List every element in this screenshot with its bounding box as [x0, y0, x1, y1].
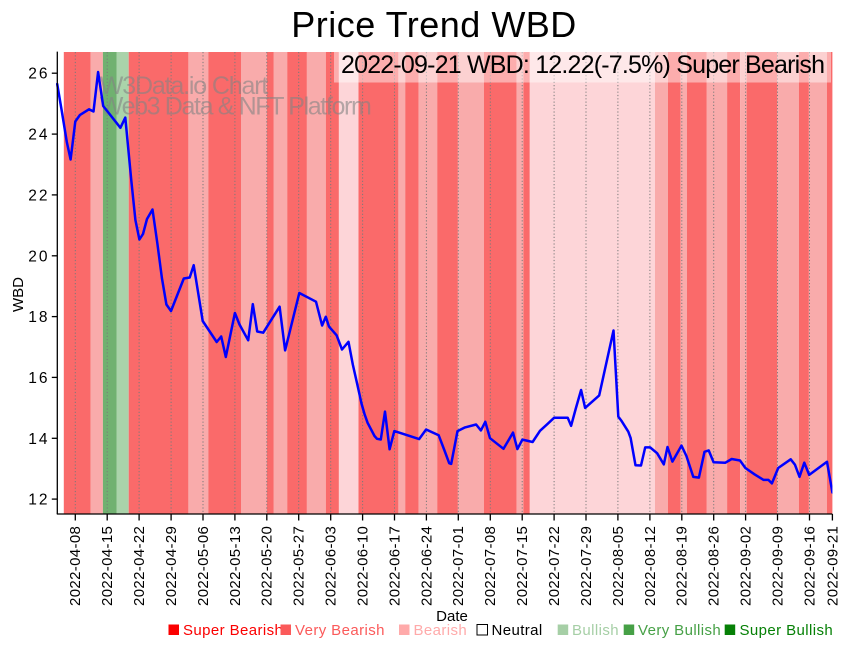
svg-text:2022-04-22: 2022-04-22: [131, 526, 148, 606]
svg-text:2022-09-02: 2022-09-02: [738, 526, 755, 606]
svg-text:2022-07-08: 2022-07-08: [482, 526, 499, 606]
svg-text:26: 26: [28, 66, 49, 83]
svg-text:2022-04-15: 2022-04-15: [99, 526, 116, 606]
svg-text:2022-05-20: 2022-05-20: [259, 526, 276, 606]
svg-text:2022-06-17: 2022-06-17: [386, 526, 403, 606]
svg-text:2022-06-03: 2022-06-03: [323, 526, 340, 606]
svg-text:2022-07-22: 2022-07-22: [546, 526, 563, 606]
svg-text:20: 20: [28, 248, 49, 265]
svg-text:2022-06-10: 2022-06-10: [355, 526, 372, 606]
svg-text:Web3 Data & NFT Platform: Web3 Data & NFT Platform: [100, 93, 372, 121]
svg-text:Very Bullish: Very Bullish: [638, 622, 721, 639]
svg-text:2022-05-27: 2022-05-27: [291, 526, 308, 606]
svg-text:2022-07-15: 2022-07-15: [514, 526, 531, 606]
svg-text:Neutral: Neutral: [492, 622, 543, 639]
svg-text:2022-08-12: 2022-08-12: [642, 526, 659, 606]
svg-text:12: 12: [28, 492, 49, 509]
svg-text:2022-07-01: 2022-07-01: [450, 526, 467, 606]
svg-text:24: 24: [28, 127, 49, 144]
svg-text:Super Bearish: Super Bearish: [183, 622, 283, 639]
svg-text:WBD: WBD: [10, 277, 27, 312]
svg-text:Bullish: Bullish: [572, 622, 619, 639]
svg-text:Price Trend WBD: Price Trend WBD: [291, 4, 576, 45]
svg-text:2022-07-29: 2022-07-29: [578, 526, 595, 606]
svg-text:2022-04-29: 2022-04-29: [163, 526, 180, 606]
svg-text:16: 16: [28, 370, 49, 387]
svg-text:2022-09-09: 2022-09-09: [769, 526, 786, 606]
svg-text:2022-08-26: 2022-08-26: [706, 526, 723, 606]
svg-text:Bearish: Bearish: [414, 622, 468, 639]
svg-text:2022-08-05: 2022-08-05: [610, 526, 627, 606]
svg-text:2022-08-19: 2022-08-19: [674, 526, 691, 606]
svg-text:2022-06-24: 2022-06-24: [418, 526, 435, 606]
svg-text:2022-04-08: 2022-04-08: [67, 526, 84, 606]
svg-text:22: 22: [28, 187, 49, 204]
svg-text:Date: Date: [436, 608, 468, 625]
svg-text:Very Bearish: Very Bearish: [295, 622, 385, 639]
svg-text:W3Data.io Chart: W3Data.io Chart: [100, 72, 269, 100]
svg-text:2022-09-16: 2022-09-16: [801, 526, 818, 606]
svg-text:2022-09-21: 2022-09-21: [824, 526, 841, 606]
svg-text:14: 14: [28, 431, 49, 448]
svg-text:2022-05-06: 2022-05-06: [195, 526, 212, 606]
svg-text:Super Bullish: Super Bullish: [740, 622, 834, 639]
svg-text:2022-05-13: 2022-05-13: [227, 526, 244, 606]
svg-text:18: 18: [28, 309, 49, 326]
svg-text:2022-09-21 WBD: 12.22(-7.5%) S: 2022-09-21 WBD: 12.22(-7.5%) Super Beari…: [341, 51, 825, 79]
